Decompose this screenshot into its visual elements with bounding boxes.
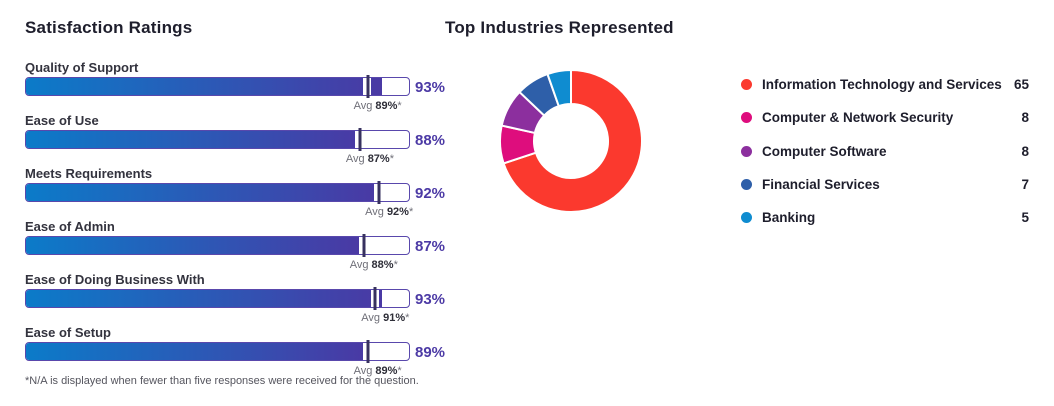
legend-label: Computer Software xyxy=(762,143,887,159)
donut-slice xyxy=(546,69,572,108)
avg-label: Avg 91%* xyxy=(361,312,410,324)
bar-row: Meets Requirements 92% Avg 92%* xyxy=(25,166,450,219)
legend-dot-icon xyxy=(741,79,752,90)
legend-dot-icon xyxy=(741,112,752,124)
legend-label: Banking xyxy=(762,210,816,226)
avg-marker-tick xyxy=(366,340,370,363)
legend-dot-icon xyxy=(741,145,752,157)
bar-row: Quality of Support 93% Avg 89%* xyxy=(25,60,450,113)
legend-label: Information Technology and Services xyxy=(762,77,1002,92)
avg-marker-tick xyxy=(362,234,366,257)
avg-marker-tick xyxy=(377,181,381,204)
footnote: *N/A is displayed when fewer than five r… xyxy=(25,375,419,387)
bar-value-label: 89% xyxy=(415,344,446,361)
legend-item: Financial Services 7 xyxy=(741,168,1029,201)
legend-dot-icon xyxy=(741,212,752,224)
bar-track xyxy=(25,342,410,361)
avg-label: Avg 89%* xyxy=(353,100,402,112)
bar-track xyxy=(25,236,410,255)
avg-marker-tick xyxy=(358,128,362,151)
bar-category-label: Meets Requirements xyxy=(25,166,153,181)
legend-value: 8 xyxy=(1021,143,1029,159)
bar-row: Ease of Admin 87% Avg 88%* xyxy=(25,219,450,272)
bar-value-label: 88% xyxy=(415,132,446,149)
legend-dot-icon xyxy=(741,178,752,190)
bar-category-label: Ease of Setup xyxy=(25,325,111,340)
bar-track xyxy=(25,183,410,202)
bar-category-label: Ease of Admin xyxy=(25,219,115,234)
legend-value: 8 xyxy=(1021,110,1029,126)
bar-fill xyxy=(26,131,364,148)
bar-track xyxy=(25,130,410,149)
bar-value-label: 87% xyxy=(415,238,446,255)
bar-value-label: 92% xyxy=(415,185,446,202)
avg-marker-tick xyxy=(366,75,370,98)
bar-fill xyxy=(26,237,360,254)
bar-row: Ease of Use 88% Avg 87%* xyxy=(25,113,450,166)
bar-category-label: Quality of Support xyxy=(25,60,139,75)
avg-label: Avg 87%* xyxy=(345,153,394,165)
legend-label: Computer & Network Security xyxy=(762,110,954,126)
avg-marker-tick xyxy=(373,287,377,310)
bar-value-label: 93% xyxy=(415,79,446,96)
legend-item: Computer Software 8 xyxy=(741,135,1029,168)
bar-row: Ease of Setup 89% Avg 89%* xyxy=(25,325,450,378)
legend-value: 5 xyxy=(1021,210,1029,226)
legend-label: Financial Services xyxy=(762,176,880,192)
legend-item: Banking 5 xyxy=(741,201,1029,234)
avg-label: Avg 89%* xyxy=(353,365,402,377)
satisfaction-title: Satisfaction Ratings xyxy=(25,18,193,37)
bar-fill xyxy=(26,290,383,307)
industries-title: Top Industries Represented xyxy=(445,18,674,37)
bar-category-label: Ease of Use xyxy=(25,113,99,128)
bar-track xyxy=(25,289,410,308)
bar-track xyxy=(25,77,410,96)
legend-value: 65 xyxy=(1013,77,1029,92)
avg-label: Avg 88%* xyxy=(349,259,398,271)
legend-value: 7 xyxy=(1021,176,1029,192)
avg-label: Avg 92%* xyxy=(365,206,414,218)
bar-row: Ease of Doing Business With 93% Avg 91%* xyxy=(25,272,450,325)
legend-item: Information Technology and Services 65 xyxy=(741,68,1029,101)
donut-chart xyxy=(499,69,643,213)
bar-fill xyxy=(26,78,383,95)
bar-value-label: 93% xyxy=(415,291,446,308)
bar-category-label: Ease of Doing Business With xyxy=(25,272,205,287)
legend-item: Computer & Network Security 8 xyxy=(741,101,1029,134)
bar-fill xyxy=(26,184,379,201)
bar-fill xyxy=(26,343,367,360)
donut-slice xyxy=(502,69,643,213)
